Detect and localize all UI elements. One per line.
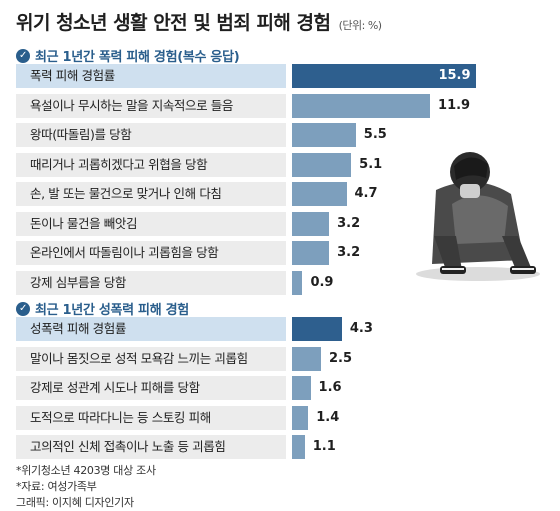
bar — [292, 270, 303, 295]
category-label: 강제로 성관계 시도나 피해를 당함 — [16, 376, 286, 400]
bar — [292, 317, 342, 341]
footnote-credit: 그래픽: 이지혜 디자인기자 — [16, 496, 134, 509]
category-label: 왕따(따돌림)를 당함 — [16, 123, 286, 147]
bar-row: 온라인에서 따돌림이나 괴롭힘을 당함 3.2 — [16, 241, 552, 265]
value-label: 3.2 — [337, 245, 361, 260]
bar-row: 강제로 성관계 시도나 피해를 당함 1.6 — [16, 376, 552, 400]
category-label: 고의적인 신체 접촉이나 노출 등 괴롭힘 — [16, 435, 286, 459]
bar — [292, 152, 352, 177]
category-label: 돈이나 물건을 빼앗김 — [16, 211, 286, 236]
value-label: 5.1 — [359, 156, 383, 172]
violence-section-title: 최근 1년간 폭력 피해 경험(복수 응답) — [35, 50, 240, 65]
bar — [292, 211, 330, 236]
bar-row: 돈이나 물건을 빼앗김 3.2 — [16, 211, 552, 236]
bar-row: 도적으로 따라다니는 등 스토킹 피해 1.4 — [16, 405, 552, 430]
bar — [292, 93, 431, 118]
bar — [292, 182, 347, 206]
bar-row: 왕따(따돌림)를 당함 5.5 — [16, 123, 552, 147]
bar — [292, 241, 330, 265]
sexual-violence-section-title: 최근 1년간 성폭력 피해 경험 — [35, 303, 189, 318]
footnote-survey: *위기청소년 4203명 대상 조사 — [16, 464, 156, 477]
value-label: 5.5 — [363, 127, 387, 142]
bar-row: 강제 심부름을 당함 0.9 — [16, 270, 552, 295]
bar — [292, 123, 356, 147]
value-label: 3.2 — [337, 215, 361, 231]
value-label: 11.9 — [438, 97, 471, 113]
value-label: 2.5 — [329, 350, 353, 366]
value-label: 4.7 — [354, 186, 378, 201]
bar-row: 폭력 피해 경험률 15.9 — [16, 64, 552, 88]
bar-row: 고의적인 신체 접촉이나 노출 등 괴롭힘 1.1 — [16, 435, 552, 459]
category-label: 말이나 몸짓으로 성적 모욕감 느끼는 괴롭힘 — [16, 346, 286, 371]
category-label: 때리거나 괴롭히겠다고 위협을 당함 — [16, 152, 286, 177]
bar — [292, 405, 309, 430]
bar — [292, 346, 321, 371]
value-label: 0.9 — [310, 274, 334, 290]
value-label: 1.1 — [312, 439, 336, 454]
category-label: 손, 발 또는 물건으로 맞거나 인해 다침 — [16, 182, 286, 206]
bar — [292, 64, 477, 88]
bar-row: 말이나 몸짓으로 성적 모욕감 느끼는 괴롭힘 2.5 — [16, 346, 552, 371]
bar-row: 때리거나 괴롭히겠다고 위협을 당함 5.1 — [16, 152, 552, 177]
value-label: 15.9 — [438, 68, 471, 83]
category-label: 강제 심부름을 당함 — [16, 270, 286, 295]
value-label: 1.6 — [318, 380, 342, 395]
category-label: 온라인에서 따돌림이나 괴롭힘을 당함 — [16, 241, 286, 265]
category-label: 도적으로 따라다니는 등 스토킹 피해 — [16, 405, 286, 430]
violence-section-header: ✓ 최근 1년간 폭력 피해 경험(복수 응답) — [16, 46, 240, 65]
category-label: 폭력 피해 경험률 — [16, 64, 286, 88]
check-circle-icon: ✓ — [16, 48, 30, 63]
sitting-teen-illustration — [416, 152, 540, 281]
bar-row: 손, 발 또는 물건으로 맞거나 인해 다침 4.7 — [16, 182, 552, 206]
category-label: 성폭력 피해 경험률 — [16, 317, 286, 341]
category-label: 욕설이나 무시하는 말을 지속적으로 들음 — [16, 93, 286, 118]
footnote-source: *자료: 여성가족부 — [16, 480, 97, 493]
bar-row: 욕설이나 무시하는 말을 지속적으로 들음 11.9 — [16, 93, 552, 118]
value-label: 4.3 — [349, 321, 373, 336]
value-label: 1.4 — [316, 409, 340, 425]
chart-title: 위기 청소년 생활 안전 및 범죄 피해 경험 (단위: %) — [16, 8, 382, 35]
check-circle-icon: ✓ — [16, 301, 30, 316]
bar-row: 성폭력 피해 경험률 4.3 — [16, 317, 552, 341]
sexual-violence-section-header: ✓ 최근 1년간 성폭력 피해 경험 — [16, 299, 189, 318]
unit-label: (단위: %) — [338, 19, 382, 32]
chart-title-text: 위기 청소년 생활 안전 및 범죄 피해 경험 — [16, 12, 331, 34]
bar — [292, 376, 311, 400]
bar — [292, 435, 305, 459]
